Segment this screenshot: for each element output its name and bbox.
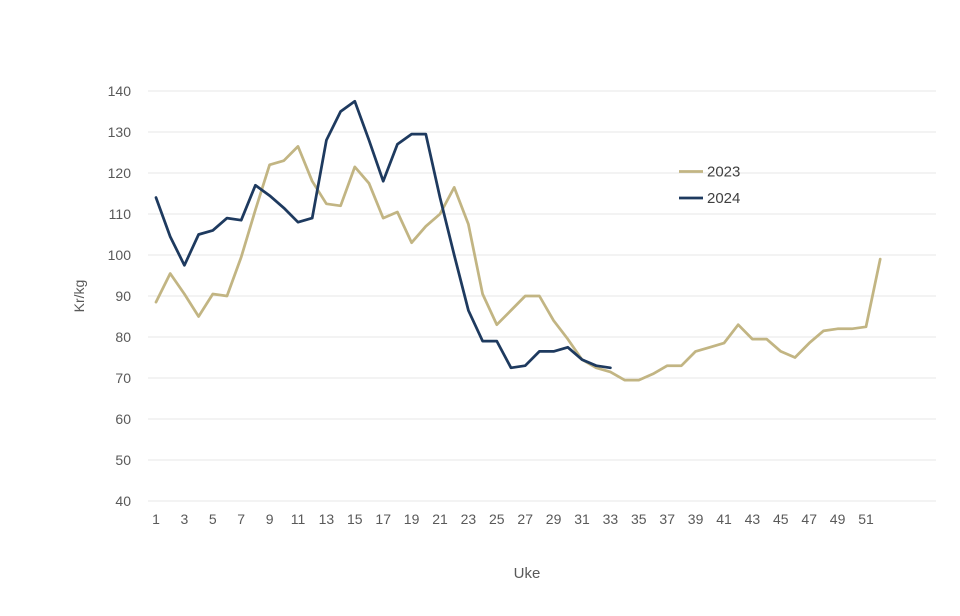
x-tick-label: 15 [347, 511, 363, 527]
x-tick-label: 29 [546, 511, 562, 527]
y-tick-label: 90 [115, 288, 131, 304]
x-tick-label: 25 [489, 511, 505, 527]
legend-item-2023: 2023 [679, 164, 740, 181]
x-tick-label: 13 [319, 511, 335, 527]
x-tick-label: 27 [517, 511, 533, 527]
x-tick-label: 43 [745, 511, 761, 527]
legend-label-2023: 2023 [707, 164, 740, 181]
x-tick-label: 3 [181, 511, 189, 527]
y-tick-label: 100 [108, 247, 132, 263]
y-tick-label: 140 [108, 83, 132, 99]
y-tick-label: 60 [115, 411, 131, 427]
x-tick-label: 41 [716, 511, 732, 527]
x-tick-label: 5 [209, 511, 217, 527]
y-tick-label: 50 [115, 452, 131, 468]
y-tick-label: 70 [115, 370, 131, 386]
legend: 2023 2024 [679, 164, 740, 207]
x-tick-label: 9 [266, 511, 274, 527]
x-tick-label: 47 [801, 511, 817, 527]
series-2024-line [154, 99, 612, 370]
y-tick-label: 110 [109, 206, 132, 222]
x-tick-label: 31 [574, 511, 590, 527]
x-tick-label: 11 [291, 511, 306, 527]
x-tick-label: 7 [237, 511, 245, 527]
x-axis-title: Uke [514, 565, 541, 582]
x-tick-label: 49 [830, 511, 846, 527]
legend-item-2024: 2024 [679, 190, 740, 207]
legend-label-2024: 2024 [707, 190, 740, 207]
gridlines [148, 90, 936, 502]
x-tick-label: 17 [375, 511, 391, 527]
y-tick-label: 130 [108, 124, 132, 140]
x-tick-label: 21 [432, 511, 448, 527]
x-tick-label: 35 [631, 511, 647, 527]
y-axis-tick-labels: 40 50 60 70 80 90 100 110 120 130 140 [108, 83, 132, 509]
x-tick-label: 23 [461, 511, 477, 527]
y-tick-label: 120 [108, 165, 132, 181]
series-2023-line [154, 145, 882, 382]
x-axis-tick-labels: 1 3 5 7 9 11 13 15 17 19 21 23 25 27 29 31 33 35 37 39 41 43 4… [152, 511, 874, 527]
x-tick-label: 33 [603, 511, 619, 527]
y-tick-label: 40 [115, 493, 131, 509]
x-tick-label: 1 [152, 511, 160, 527]
y-axis-title: Kr/kg [71, 280, 87, 313]
y-tick-label: 80 [115, 329, 131, 345]
x-tick-label: 19 [404, 511, 420, 527]
x-tick-label: 37 [659, 511, 675, 527]
x-tick-label: 51 [858, 511, 874, 527]
x-tick-label: 45 [773, 511, 789, 527]
x-tick-label: 39 [688, 511, 704, 527]
